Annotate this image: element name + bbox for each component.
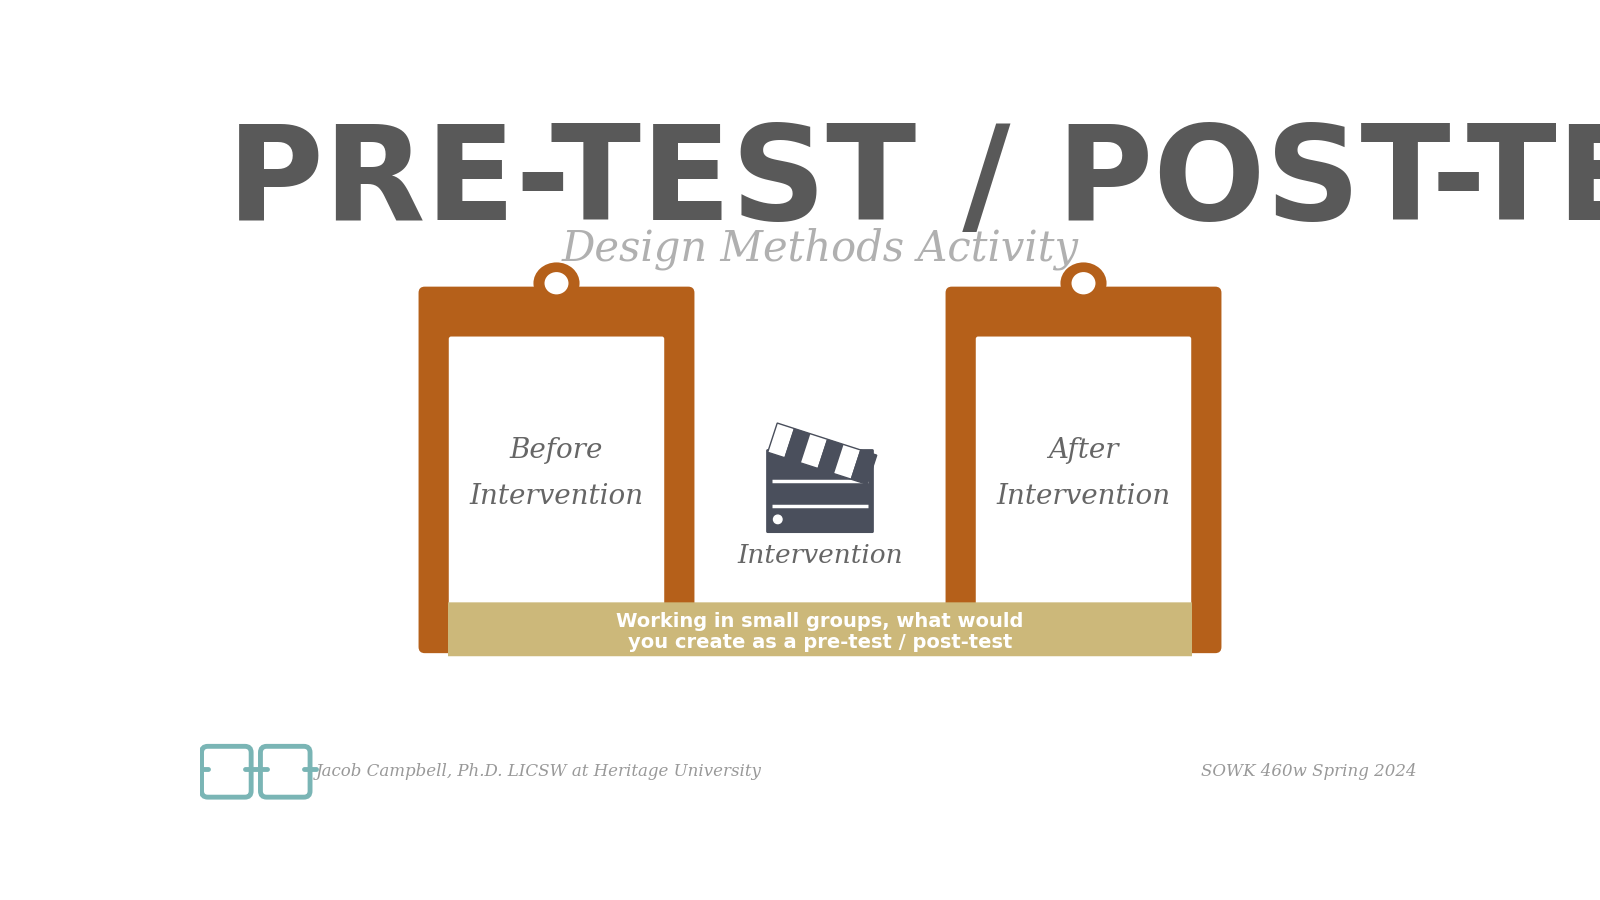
Polygon shape: [768, 423, 794, 457]
Text: Jacob Campbell, Ph.D. LICSW at Heritage University: Jacob Campbell, Ph.D. LICSW at Heritage …: [317, 763, 762, 780]
FancyBboxPatch shape: [766, 449, 874, 533]
Ellipse shape: [533, 263, 579, 304]
Text: Design Methods Activity: Design Methods Activity: [562, 228, 1078, 270]
Polygon shape: [802, 434, 827, 468]
FancyBboxPatch shape: [261, 746, 310, 797]
Polygon shape: [768, 423, 877, 484]
Text: After: After: [1048, 437, 1118, 464]
Text: Working in small groups, what would: Working in small groups, what would: [616, 612, 1024, 631]
FancyBboxPatch shape: [202, 746, 251, 797]
Polygon shape: [851, 450, 877, 484]
FancyBboxPatch shape: [419, 286, 694, 653]
FancyBboxPatch shape: [946, 286, 1221, 653]
FancyBboxPatch shape: [1000, 293, 1168, 330]
Circle shape: [773, 515, 782, 524]
FancyBboxPatch shape: [976, 337, 1192, 628]
Ellipse shape: [544, 272, 568, 294]
Polygon shape: [818, 439, 843, 473]
Text: Intervention: Intervention: [738, 543, 902, 568]
Text: Intervention: Intervention: [469, 483, 643, 510]
Ellipse shape: [1061, 263, 1107, 304]
Ellipse shape: [1072, 272, 1096, 294]
Polygon shape: [834, 445, 861, 479]
Text: PRE-TEST / POST-TEST: PRE-TEST / POST-TEST: [227, 120, 1600, 247]
Polygon shape: [784, 428, 811, 463]
FancyBboxPatch shape: [472, 293, 640, 330]
Text: SOWK 460w Spring 2024: SOWK 460w Spring 2024: [1202, 763, 1416, 780]
Text: Intervention: Intervention: [997, 483, 1171, 510]
FancyBboxPatch shape: [448, 337, 664, 628]
Text: Before: Before: [510, 437, 603, 464]
FancyBboxPatch shape: [448, 602, 1192, 656]
Text: you create as a pre-test / post-test: you create as a pre-test / post-test: [627, 633, 1013, 652]
